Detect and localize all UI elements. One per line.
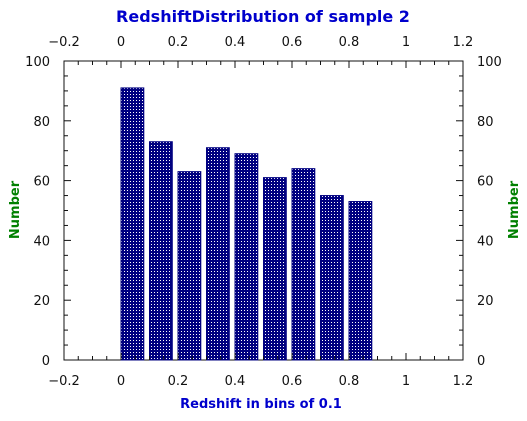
y-axis-title-right: Number — [507, 180, 522, 239]
x-tick-label-top: 0.8 — [339, 35, 360, 50]
y-tick-label-right: 20 — [477, 294, 494, 309]
ticks-group — [63, 60, 464, 361]
y-tick-label-left: 40 — [33, 234, 50, 249]
y-tick-label-right: 40 — [477, 234, 494, 249]
bar-7 — [320, 195, 344, 361]
bar-4 — [234, 153, 259, 361]
x-tick-label-bottom: 0 — [117, 374, 125, 389]
bar-1 — [149, 141, 173, 361]
y-tick-label-left: 80 — [33, 115, 50, 130]
x-tick-label-bottom: 0.8 — [339, 374, 360, 389]
x-tick-label-bottom: 1 — [402, 374, 410, 389]
x-tick-label-top: 0 — [117, 35, 125, 50]
x-tick-label-bottom: 1.2 — [453, 374, 474, 389]
x-tick-label-bottom: −0.2 — [48, 374, 80, 389]
y-tick-label-right: 60 — [477, 175, 494, 190]
x-tick-label-top: 1.2 — [453, 35, 474, 50]
y-tick-label-left: 20 — [33, 294, 50, 309]
x-tick-label-bottom: 0.6 — [282, 374, 303, 389]
bar-2 — [177, 171, 202, 361]
x-tick-label-top: 0.4 — [225, 35, 246, 50]
x-tick-label-bottom: 0.4 — [225, 374, 246, 389]
x-tick-label-bottom: 0.2 — [168, 374, 189, 389]
bar-8 — [348, 201, 373, 361]
bar-6 — [291, 168, 316, 361]
chart-title: RedshiftDistribution of sample 2 — [116, 7, 410, 26]
bar-3 — [206, 147, 230, 361]
x-tick-label-top: 0.2 — [168, 35, 189, 50]
y-tick-label-right: 80 — [477, 115, 494, 130]
tick-labels-group: −0.2−0.2000.20.20.40.40.60.60.80.8111.21… — [25, 35, 502, 389]
x-tick-label-top: −0.2 — [48, 35, 80, 50]
y-tick-label-left: 0 — [42, 354, 50, 369]
bars-group — [120, 87, 373, 361]
x-tick-label-top: 1 — [402, 35, 410, 50]
y-tick-label-left: 100 — [25, 55, 50, 70]
x-tick-label-top: 0.6 — [282, 35, 303, 50]
y-tick-label-right: 100 — [477, 55, 502, 70]
bar-0 — [120, 87, 145, 361]
y-tick-label-left: 60 — [33, 175, 50, 190]
x-axis-title: Redshift in bins of 0.1 — [180, 397, 342, 412]
y-axis-title-left: Number — [8, 180, 23, 239]
bar-5 — [263, 177, 287, 361]
y-tick-label-right: 0 — [477, 354, 485, 369]
